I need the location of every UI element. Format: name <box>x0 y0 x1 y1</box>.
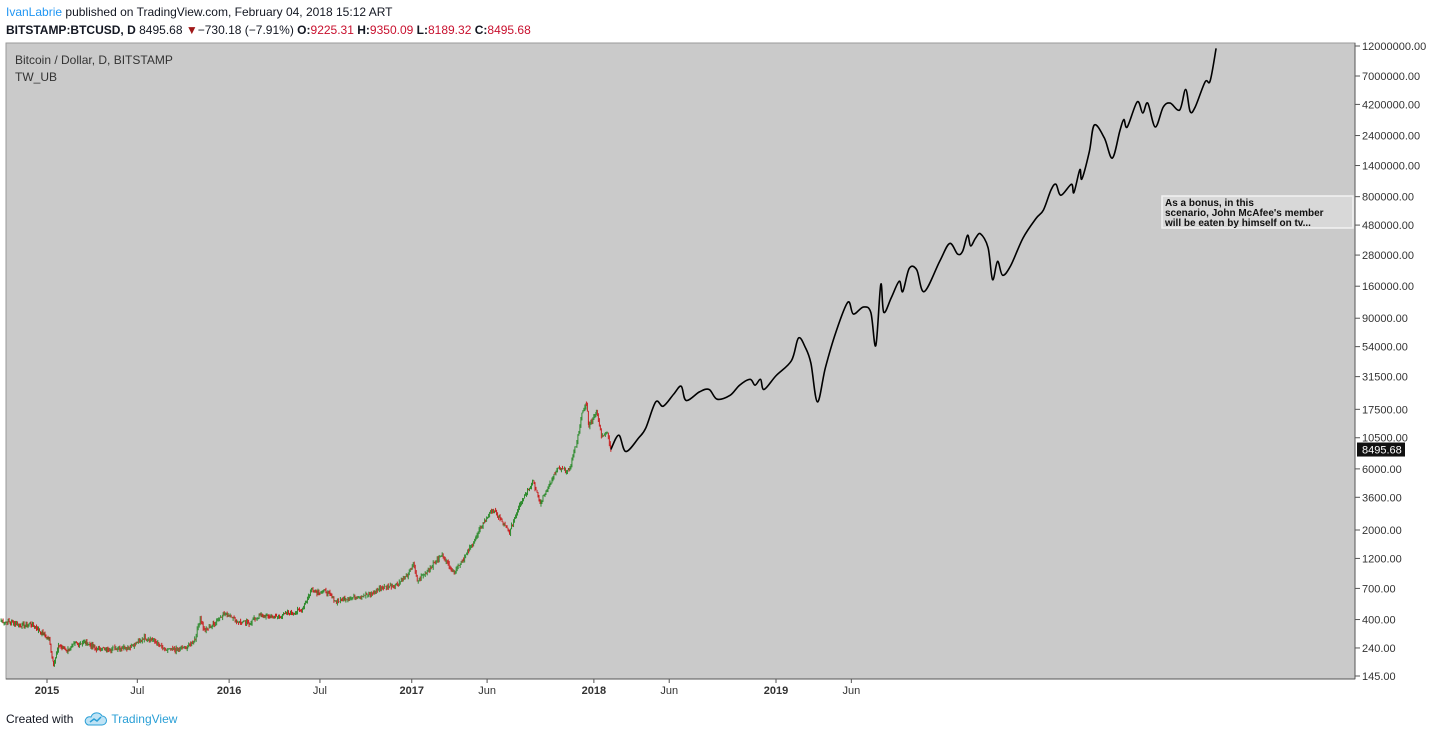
price-change: −730.18 (−7.91%) <box>197 23 294 37</box>
projection-line <box>610 48 1217 453</box>
x-tick-label: 2016 <box>217 685 241 697</box>
last-price-marker: 8495.68 <box>1357 442 1405 457</box>
y-tick-label: 1200.00 <box>1362 553 1402 565</box>
y-tick-label: 7000000.00 <box>1362 71 1420 83</box>
projection <box>610 48 1217 453</box>
y-tick-label: 280000.00 <box>1362 250 1414 262</box>
y-tick-label: 54000.00 <box>1362 342 1408 354</box>
annotation-box[interactable]: As a bonus, in this scenario, John McAfee… <box>1161 195 1354 229</box>
y-tick-label: 10500.00 <box>1362 433 1408 445</box>
y-tick-label: 2000.00 <box>1362 525 1402 537</box>
candles <box>0 401 612 667</box>
y-tick-label: 160000.00 <box>1362 281 1414 293</box>
y-tick-label: 400.00 <box>1362 615 1396 627</box>
y-tick-label: 145.00 <box>1362 671 1396 683</box>
open-value: 9225.31 <box>310 23 354 37</box>
last-price-label: 8495.68 <box>1362 445 1402 457</box>
x-tick-label: Jul <box>130 685 144 697</box>
y-tick-label: 4200000.00 <box>1362 99 1420 111</box>
x-tick-label: 2019 <box>764 685 788 697</box>
ohlc-line: BITSTAMP:BTCUSD, D 8495.68 ▼−730.18 (−7.… <box>6 22 1426 38</box>
tradingview-link[interactable]: TradingView <box>111 712 178 726</box>
x-tick-label: Jul <box>313 685 327 697</box>
symbol-label[interactable]: BITSTAMP:BTCUSD, D <box>6 23 136 37</box>
low-label: L: <box>416 23 428 37</box>
publish-line: IvanLabrie published on TradingView.com,… <box>6 4 1426 20</box>
high-value: 9350.09 <box>369 23 414 37</box>
y-tick-label: 6000.00 <box>1362 464 1402 476</box>
created-with-text: Created with <box>6 712 74 726</box>
chart-title: Bitcoin / Dollar, D, BITSTAMP <box>15 53 173 67</box>
y-tick-label: 3600.00 <box>1362 492 1402 504</box>
close-label: C: <box>474 23 488 37</box>
footer: Created with TradingView <box>6 709 177 729</box>
author-link[interactable]: IvanLabrie <box>6 5 63 19</box>
time-axis[interactable]: 2015 Jul 2016 Jul 2017 Jun 2018 Jun 2019 Jun <box>35 679 860 697</box>
x-tick-label: 2018 <box>582 685 606 697</box>
price-axis[interactable]: 145.00 240.00 400.00 700.00 1200.00 2000.00 36… <box>1355 41 1426 683</box>
high-label: H: <box>357 23 370 37</box>
annotation-text: As a bonus, in this scenario, John McAfee… <box>1164 198 1324 229</box>
y-tick-label: 240.00 <box>1362 643 1396 655</box>
plot-area[interactable] <box>5 42 1356 680</box>
close-value: 8495.68 <box>487 23 531 37</box>
price-chart[interactable]: Bitcoin / Dollar, D, BITSTAMP TW_UB 145.… <box>0 41 1438 700</box>
last-price: 8495.68 <box>139 23 183 37</box>
y-tick-label: 12000000.00 <box>1362 42 1426 53</box>
indicator-label: TW_UB <box>15 70 57 84</box>
y-tick-label: 800000.00 <box>1362 192 1414 204</box>
y-tick-label: 700.00 <box>1362 583 1396 595</box>
y-tick-label: 480000.00 <box>1362 220 1414 232</box>
tradingview-cloud-icon[interactable] <box>83 712 108 726</box>
y-tick-label: 17500.00 <box>1362 404 1408 416</box>
chart-header: IvanLabrie published on TradingView.com,… <box>6 4 1426 38</box>
y-tick-label: 1400000.00 <box>1362 161 1420 173</box>
publish-info: published on TradingView.com, February 0… <box>65 5 393 19</box>
x-tick-label: Jun <box>842 685 860 697</box>
annotation-background <box>1161 195 1354 229</box>
x-tick-label: Jun <box>660 685 678 697</box>
y-tick-label: 90000.00 <box>1362 313 1408 325</box>
y-tick-label: 31500.00 <box>1362 372 1408 384</box>
low-value: 8189.32 <box>427 23 472 37</box>
x-tick-label: 2015 <box>35 685 59 697</box>
y-tick-label: 2400000.00 <box>1362 131 1420 143</box>
x-tick-label: Jun <box>478 685 496 697</box>
x-tick-label: 2017 <box>400 685 424 697</box>
chart-container[interactable]: Bitcoin / Dollar, D, BITSTAMP TW_UB 145.… <box>0 41 1438 700</box>
open-label: O: <box>297 23 311 37</box>
last-price-box <box>1357 442 1405 457</box>
down-arrow-icon: ▼ <box>185 23 198 37</box>
